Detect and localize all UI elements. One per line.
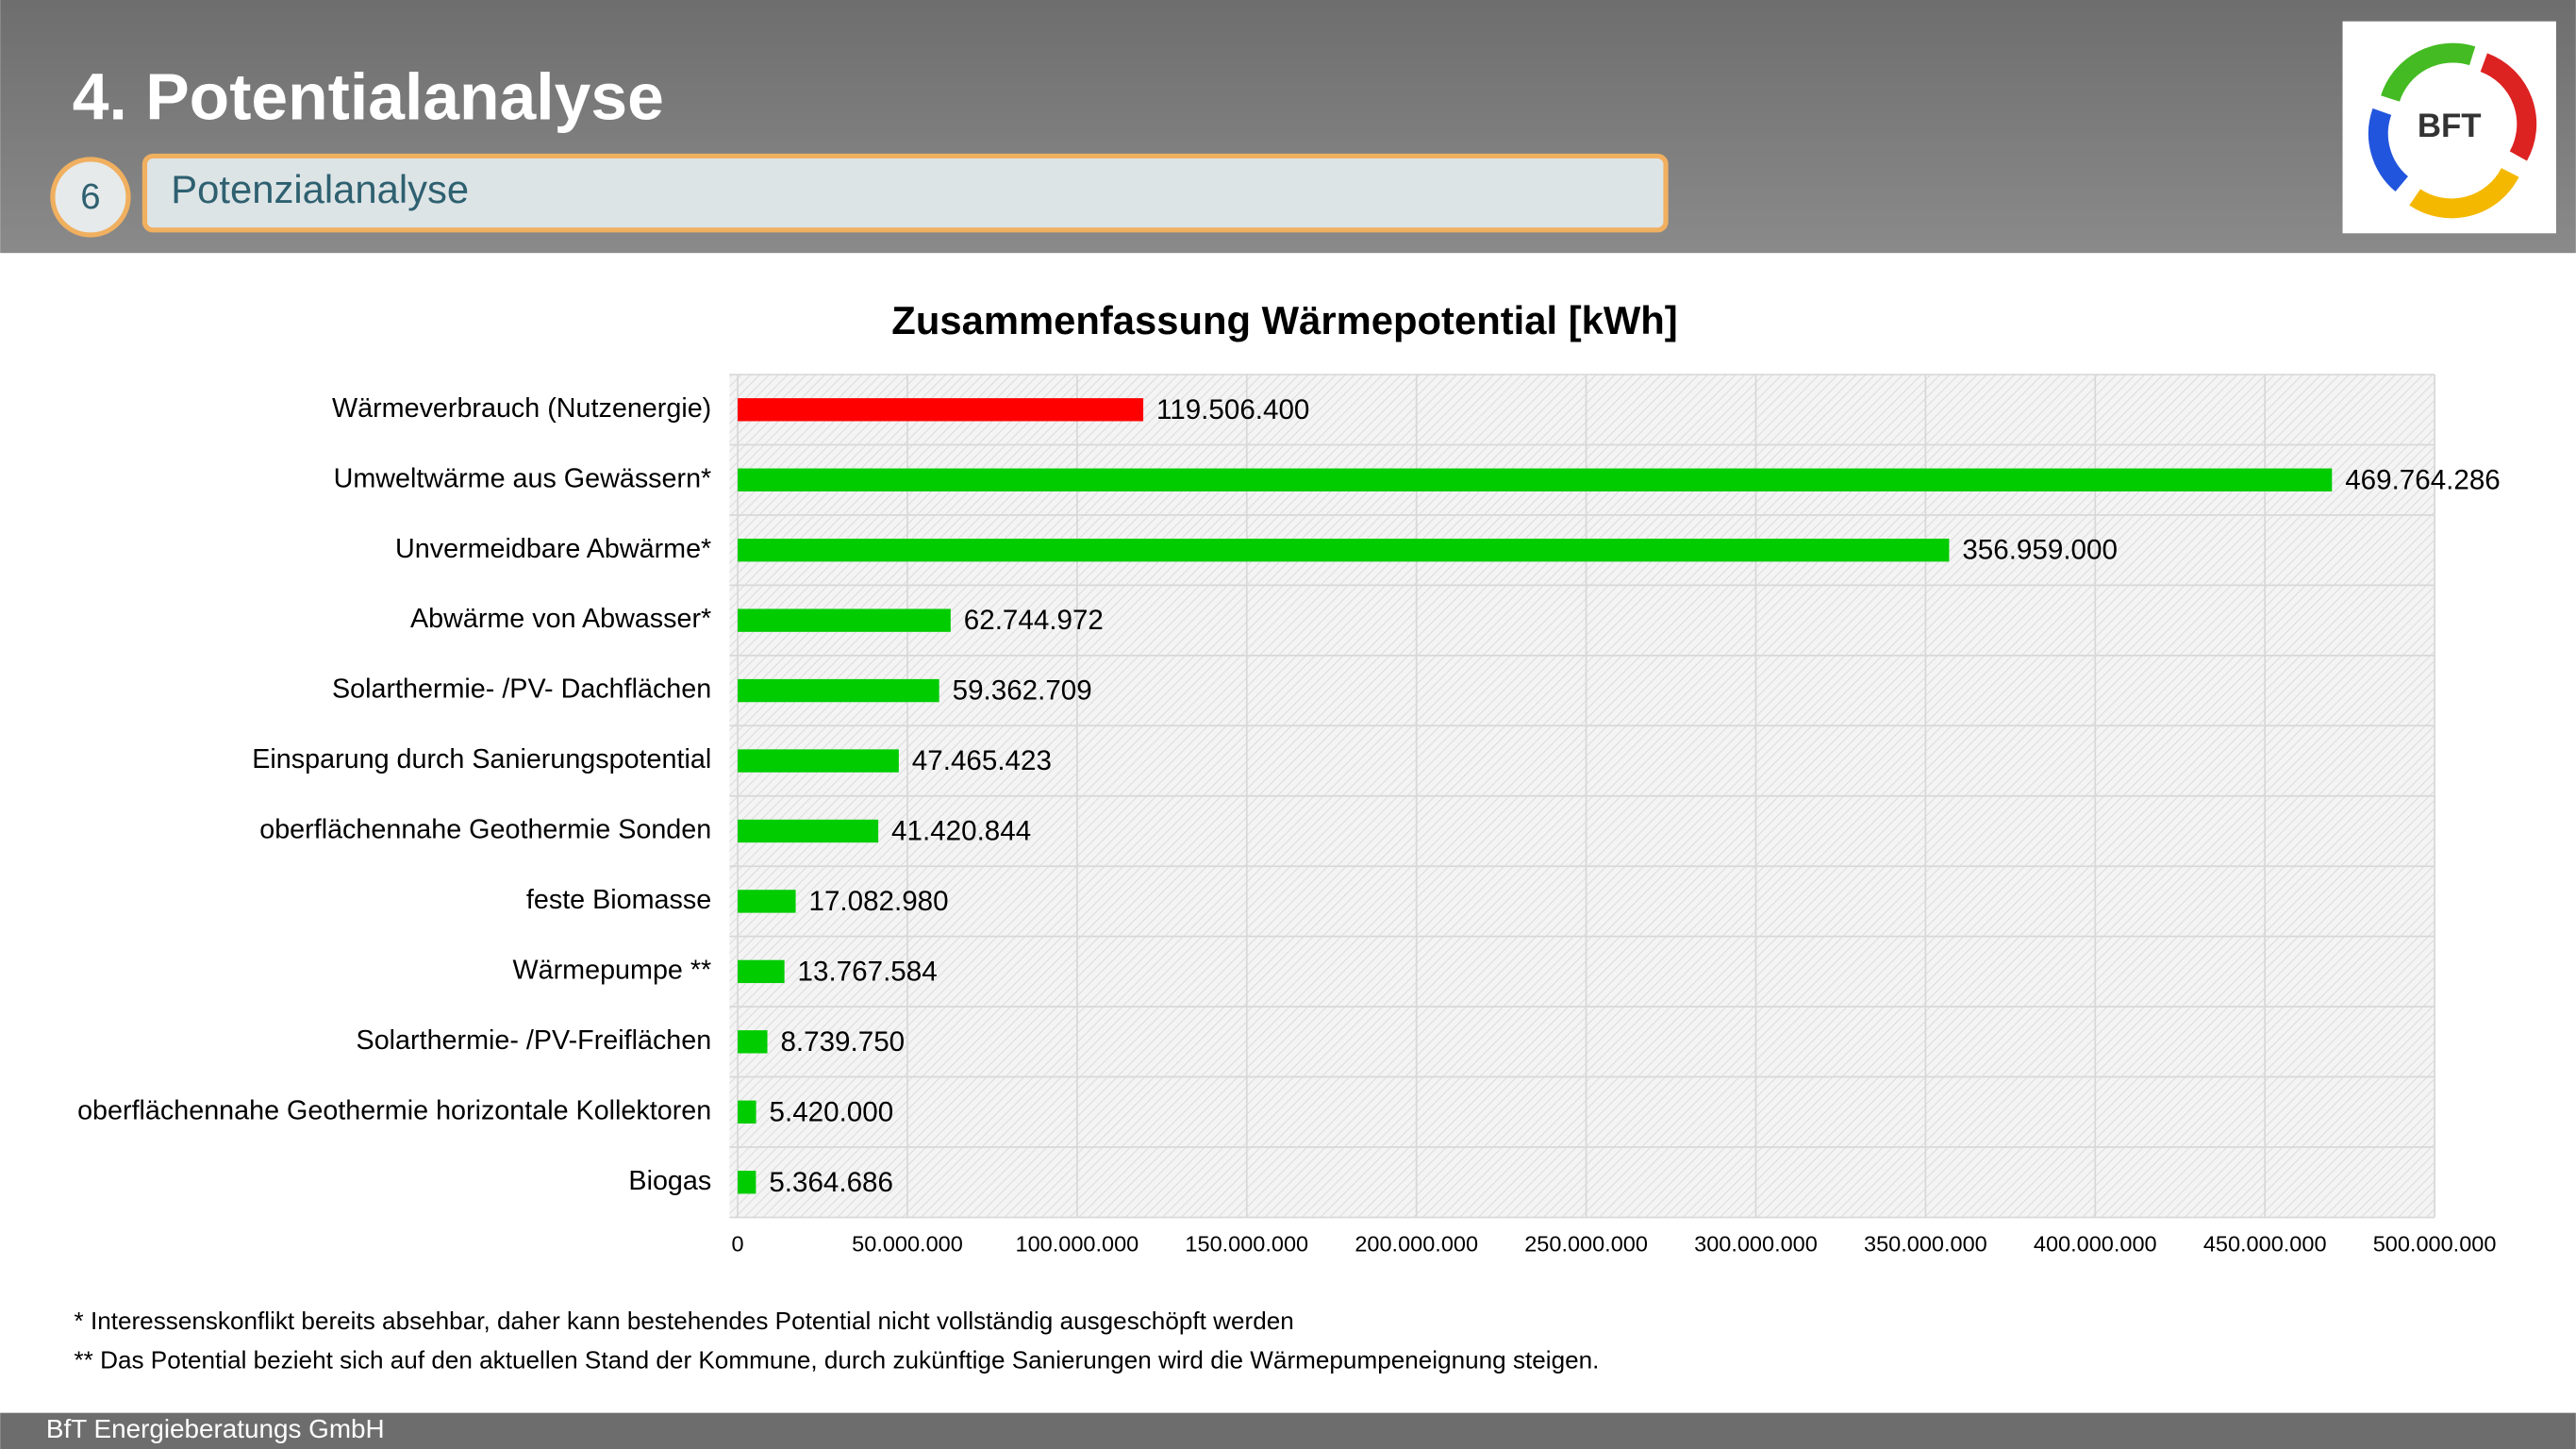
x-tick-label: 200.000.000 bbox=[1354, 1231, 1478, 1256]
category-label: Wärmeverbrauch (Nutzenergie) bbox=[332, 393, 711, 424]
x-tick-label: 400.000.000 bbox=[2034, 1231, 2157, 1256]
bar bbox=[738, 398, 1144, 422]
bar bbox=[738, 608, 951, 632]
x-tick-label: 300.000.000 bbox=[1694, 1231, 1818, 1256]
value-label: 5.364.686 bbox=[769, 1167, 893, 1198]
value-label: 8.739.750 bbox=[780, 1026, 905, 1058]
category-label: Solarthermie- /PV-Freiflächen bbox=[357, 1025, 712, 1056]
value-label: 17.082.980 bbox=[808, 886, 948, 917]
category-label: oberflächennahe Geothermie Sonden bbox=[259, 815, 711, 845]
chart-title: Zusammenfassung Wärmepotential [kWh] bbox=[891, 298, 1677, 342]
value-label: 47.465.423 bbox=[912, 745, 1052, 776]
x-tick-label: 0 bbox=[732, 1231, 744, 1256]
footnote: ** Das Potential bezieht sich auf den ak… bbox=[75, 1346, 1600, 1374]
value-label: 13.767.584 bbox=[798, 956, 938, 987]
section-box bbox=[141, 153, 1669, 233]
bar bbox=[738, 749, 899, 773]
value-label: 62.744.972 bbox=[964, 605, 1104, 636]
plot: 0 50.000.000 100.000.000 150.000.000 200.000… bbox=[77, 374, 2501, 1256]
bar bbox=[738, 819, 879, 843]
logo: BFT bbox=[2342, 21, 2556, 234]
category-label: Biogas bbox=[628, 1166, 711, 1196]
value-label: 119.506.400 bbox=[1156, 394, 1309, 425]
x-tick-label: 500.000.000 bbox=[2373, 1231, 2497, 1256]
bar bbox=[738, 538, 1950, 562]
category-label: oberflächennahe Geothermie horizontale K… bbox=[77, 1095, 711, 1125]
footer-text: BfT Energieberatungs GmbH bbox=[46, 1414, 385, 1443]
x-tick-label: 50.000.000 bbox=[852, 1231, 963, 1256]
bar bbox=[738, 1030, 768, 1054]
value-label: 5.420.000 bbox=[770, 1096, 894, 1127]
x-tick-label: 100.000.000 bbox=[1016, 1231, 1139, 1256]
category-label: Solarthermie- /PV- Dachflächen bbox=[332, 675, 711, 705]
bar bbox=[738, 678, 939, 703]
category-label: Einsparung durch Sanierungspotential bbox=[252, 744, 711, 774]
section-badge bbox=[50, 157, 131, 238]
value-label: 356.959.000 bbox=[1962, 535, 2118, 566]
value-label: 41.420.844 bbox=[891, 816, 1031, 847]
bar bbox=[738, 959, 785, 984]
bar bbox=[738, 1171, 756, 1194]
x-tick-label: 350.000.000 bbox=[1864, 1231, 1987, 1256]
category-label: Umweltwärme aus Gewässern* bbox=[334, 463, 712, 493]
section-number: 6 bbox=[80, 176, 100, 217]
x-tick-label: 450.000.000 bbox=[2203, 1231, 2327, 1256]
x-tick-label: 250.000.000 bbox=[1524, 1231, 1648, 1256]
category-label: Wärmepumpe ** bbox=[513, 955, 712, 985]
logo-text: BFT bbox=[2418, 108, 2482, 144]
category-label: Abwärme von Abwasser* bbox=[410, 604, 711, 634]
footer-bar bbox=[0, 1412, 2576, 1449]
bar bbox=[738, 468, 2333, 491]
footnote: * Interessenskonflikt bereits absehbar, … bbox=[75, 1307, 1294, 1335]
value-label: 59.362.709 bbox=[953, 675, 1092, 707]
x-tick-label: 150.000.000 bbox=[1185, 1231, 1308, 1256]
section-title: Potenzialanalyse bbox=[171, 167, 469, 211]
value-label: 469.764.286 bbox=[2345, 464, 2501, 495]
bar bbox=[738, 1100, 756, 1124]
category-label: Unvermeidbare Abwärme* bbox=[395, 534, 711, 564]
bar bbox=[738, 890, 796, 913]
category-label: feste Biomasse bbox=[526, 885, 711, 915]
slide-title: 4. Potentialanalyse bbox=[73, 59, 664, 133]
